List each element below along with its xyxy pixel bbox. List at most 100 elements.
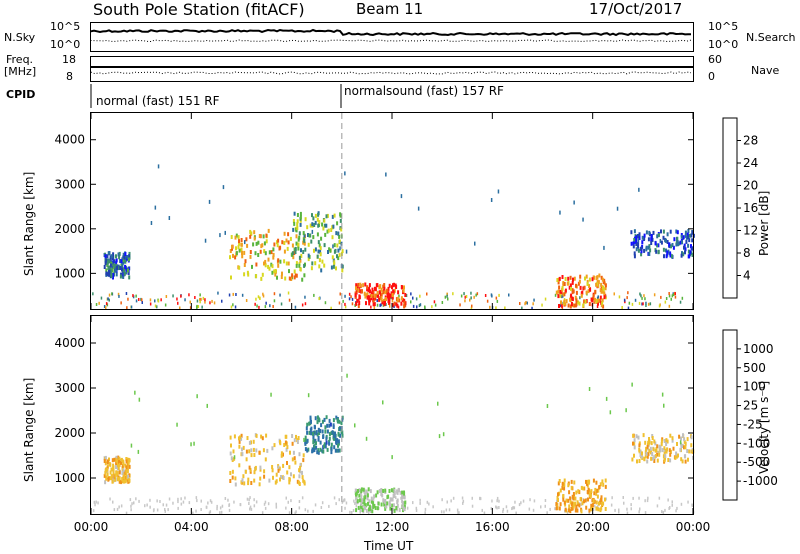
velocity-xtick-label: 00:00 (74, 520, 109, 534)
power-echo-point (684, 230, 687, 235)
velocity-echo-point (644, 454, 647, 459)
velocity-echo-point (636, 459, 638, 464)
power-echo-point (583, 299, 586, 304)
velocity-colorbar-label: -500 (743, 455, 770, 469)
velocity-scatter-point (224, 497, 227, 500)
velocity-ytick-label: 3000 (54, 381, 85, 395)
power-echo-point (691, 230, 694, 235)
power-echo-point (268, 250, 271, 255)
velocity-echo-point (111, 458, 114, 463)
power-echo-point (358, 295, 361, 300)
velocity-echo-point (384, 488, 387, 493)
velocity-echo-point (686, 437, 689, 442)
velocity-echo-point (315, 441, 317, 446)
power-echo-point (387, 296, 390, 301)
velocity-echo-point (109, 476, 112, 481)
power-echo-point (630, 230, 633, 235)
velocity-scatter-point (528, 507, 531, 511)
power-scatter-point (390, 291, 393, 295)
velocity-echo-point (104, 480, 107, 485)
power-echo-point (122, 255, 125, 260)
velocity-sparse-point (663, 403, 665, 408)
velocity-echo-point (597, 488, 600, 493)
power-colorbar-label: 12 (743, 224, 758, 238)
power-echo-point (265, 233, 268, 238)
velocity-echo-point (355, 491, 358, 496)
power-echo-point (230, 275, 232, 280)
power-echo-point (400, 285, 403, 289)
velocity-echo-point (587, 487, 590, 492)
power-echo-point (643, 248, 646, 253)
velocity-scatter-point (662, 510, 665, 514)
velocity-sparse-point (233, 455, 236, 460)
power-echo-point (271, 264, 274, 269)
power-echo-point (594, 297, 597, 302)
power-echo-point (109, 266, 112, 271)
power-echo-point (112, 273, 115, 277)
power-echo-point (583, 285, 586, 290)
power-echo-point (317, 249, 320, 254)
velocity-echo-point (126, 477, 129, 482)
power-echo-point (389, 293, 392, 298)
power-echo-point (114, 268, 116, 273)
power-echo-point (330, 265, 333, 270)
velocity-echo-point (118, 462, 121, 467)
velocity-sparse-point (365, 436, 368, 441)
power-echo-point (383, 300, 386, 305)
power-echo-point (278, 246, 281, 251)
power-echo-point (268, 266, 271, 271)
velocity-echo-point (654, 454, 657, 458)
power-echo-point (600, 282, 603, 287)
power-echo-point (660, 240, 663, 245)
power-echo-point (574, 295, 577, 300)
velocity-echo-point (355, 508, 358, 513)
velocity-echo-point (396, 490, 399, 495)
power-echo-point (370, 296, 373, 301)
velocity-echo-point (401, 504, 404, 508)
velocity-scatter-point (146, 503, 148, 507)
velocity-echo-point (286, 461, 288, 465)
velocity-echo-point (306, 438, 309, 443)
power-scatter-point (418, 304, 421, 307)
power-echo-point (382, 290, 385, 295)
velocity-scatter-point (622, 496, 624, 499)
velocity-echo-point (667, 458, 670, 462)
nave-line (90, 71, 692, 75)
power-echo-point (635, 242, 638, 247)
velocity-echo-point (633, 453, 635, 458)
power-scatter-point (405, 294, 408, 297)
velocity-echo-point (669, 433, 672, 438)
power-scatter-point (172, 294, 174, 298)
velocity-scatter-point (458, 511, 460, 515)
power-echo-point (670, 244, 672, 249)
velocity-echo-point (282, 476, 285, 480)
power-echo-point (599, 288, 602, 293)
velocity-scatter-point (343, 498, 346, 502)
velocity-echo-point (326, 429, 329, 434)
power-scatter-point (157, 299, 160, 303)
velocity-echo-point (334, 431, 336, 436)
velocity-echo-point (395, 506, 398, 510)
velocity-scatter-point (540, 505, 542, 509)
power-scatter-point (135, 294, 137, 298)
power-scatter-point (475, 293, 477, 297)
power-echo-point (321, 222, 324, 227)
velocity-scatter-point (133, 501, 135, 505)
velocity-scatter-point (246, 497, 249, 501)
velocity-sparse-point (438, 434, 441, 439)
velocity-echo-point (301, 475, 304, 480)
velocity-scatter-point (345, 501, 348, 505)
power-echo-point (263, 249, 266, 254)
power-echo-point (369, 289, 371, 294)
velocity-echo-point (679, 447, 682, 452)
power-echo-point (293, 269, 296, 274)
power-echo-point (295, 263, 298, 268)
velocity-scatter-point (109, 497, 111, 501)
power-echo-point (372, 290, 375, 295)
velocity-echo-point (341, 433, 344, 438)
power-echo-point (357, 282, 360, 287)
velocity-echo-point (304, 441, 307, 446)
power-echo-point (356, 287, 359, 292)
velocity-scatter-point (221, 504, 224, 508)
power-echo-point (270, 250, 273, 255)
